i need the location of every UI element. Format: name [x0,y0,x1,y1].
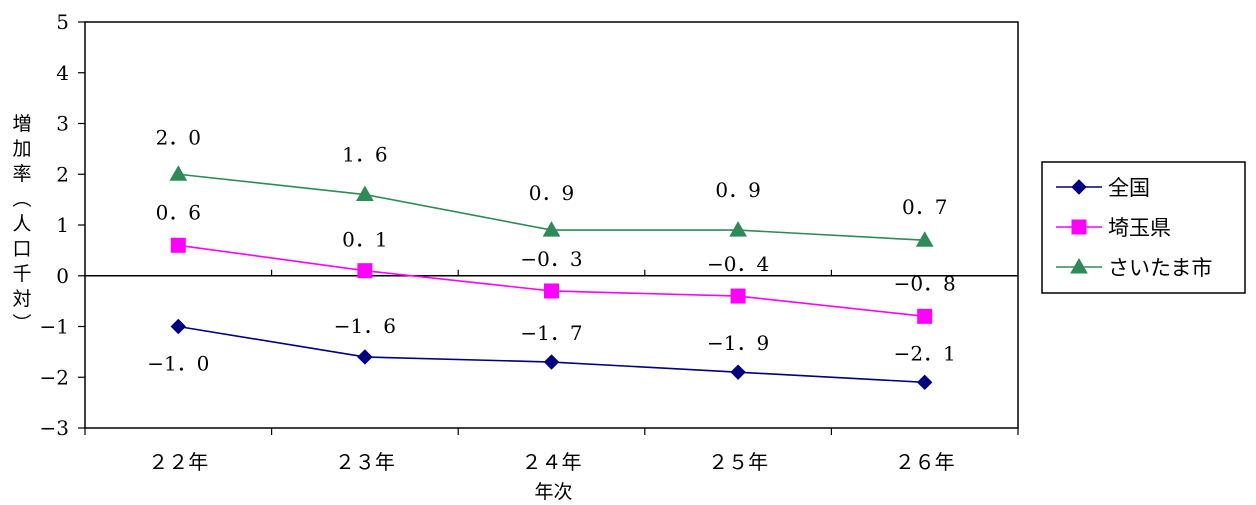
y-axis-title-char: 口 [12,238,31,260]
x-tick-label: ２２年 [148,450,208,474]
y-axis-title-char: ︶ [12,313,31,335]
legend-label: 埼玉県 [1108,216,1171,240]
y-axis-title-char: 加 [12,138,31,160]
data-label: −1．0 [147,352,209,376]
data-label: −1．9 [707,331,769,355]
y-axis-title-char: 千 [12,263,31,285]
data-label: 0．1 [342,228,387,252]
data-label: 0．6 [156,200,201,224]
x-tick-label: ２３年 [335,450,395,474]
y-tick-label: 2 [56,162,69,186]
legend-marker [1071,179,1087,195]
data-point [357,349,373,365]
x-axis: ２２年 ２３年 ２４年 ２５年 ２６年 [84,428,1019,474]
y-tick-label: 0 [56,264,69,288]
legend-marker [1070,257,1088,274]
data-point [544,283,559,299]
data-point [169,165,188,181]
data-label: 1．6 [342,143,387,167]
y-tick-label: 5 [56,10,69,34]
data-label: 0．7 [902,195,947,219]
y-axis: 5 4 3 2 1 0 −1 −2 −3 [40,10,85,440]
y-tick-label: −2 [40,365,69,389]
x-axis-title: 年次 [534,481,572,503]
data-label: −1．6 [334,314,396,338]
y-tick-label: 4 [56,61,69,85]
data-point [917,308,933,324]
data-label: −2．1 [894,341,956,365]
y-axis-title-char: 率 [12,163,31,185]
data-label: −1．7 [520,321,582,345]
x-tick-label: ２４年 [522,450,582,474]
y-tick-label: −1 [40,315,69,339]
legend-label: 全国 [1108,176,1150,200]
data-label: −0．4 [707,252,769,276]
data-label: −0．3 [520,247,582,271]
data-point [729,221,747,237]
data-point [916,374,933,391]
legend-marker [1071,219,1087,235]
data-point [543,354,560,370]
y-tick-label: 3 [56,112,69,136]
series-layer [169,165,934,391]
y-tick-label: 1 [56,213,69,237]
data-label: −0．8 [894,271,956,295]
y-tick-label: −3 [40,416,69,440]
x-tick-label: ２６年 [895,450,955,474]
legend-label: さいたま市 [1108,256,1212,280]
y-axis-title-char: 対 [12,288,31,310]
y-axis-title-char: 増 [12,113,31,135]
y-axis-title-char: ︵ [12,188,31,210]
data-point [730,288,746,304]
data-label: 0．9 [529,181,574,205]
data-point [357,263,373,279]
data-point [170,318,187,335]
data-point [915,231,934,247]
data-point [356,185,374,202]
data-point [542,221,561,237]
data-label: 2．0 [156,125,201,149]
y-axis-title-char: 人 [12,213,31,235]
data-point [730,364,746,380]
data-point [170,237,186,253]
data-label: 0．9 [715,178,760,202]
x-tick-label: ２５年 [708,450,768,474]
data-labels: −1．0 −1．6 −1．7 −1．9 −2．1 0．6 0．1 −0．3 −0．4 −0．8 2．… [147,125,956,375]
